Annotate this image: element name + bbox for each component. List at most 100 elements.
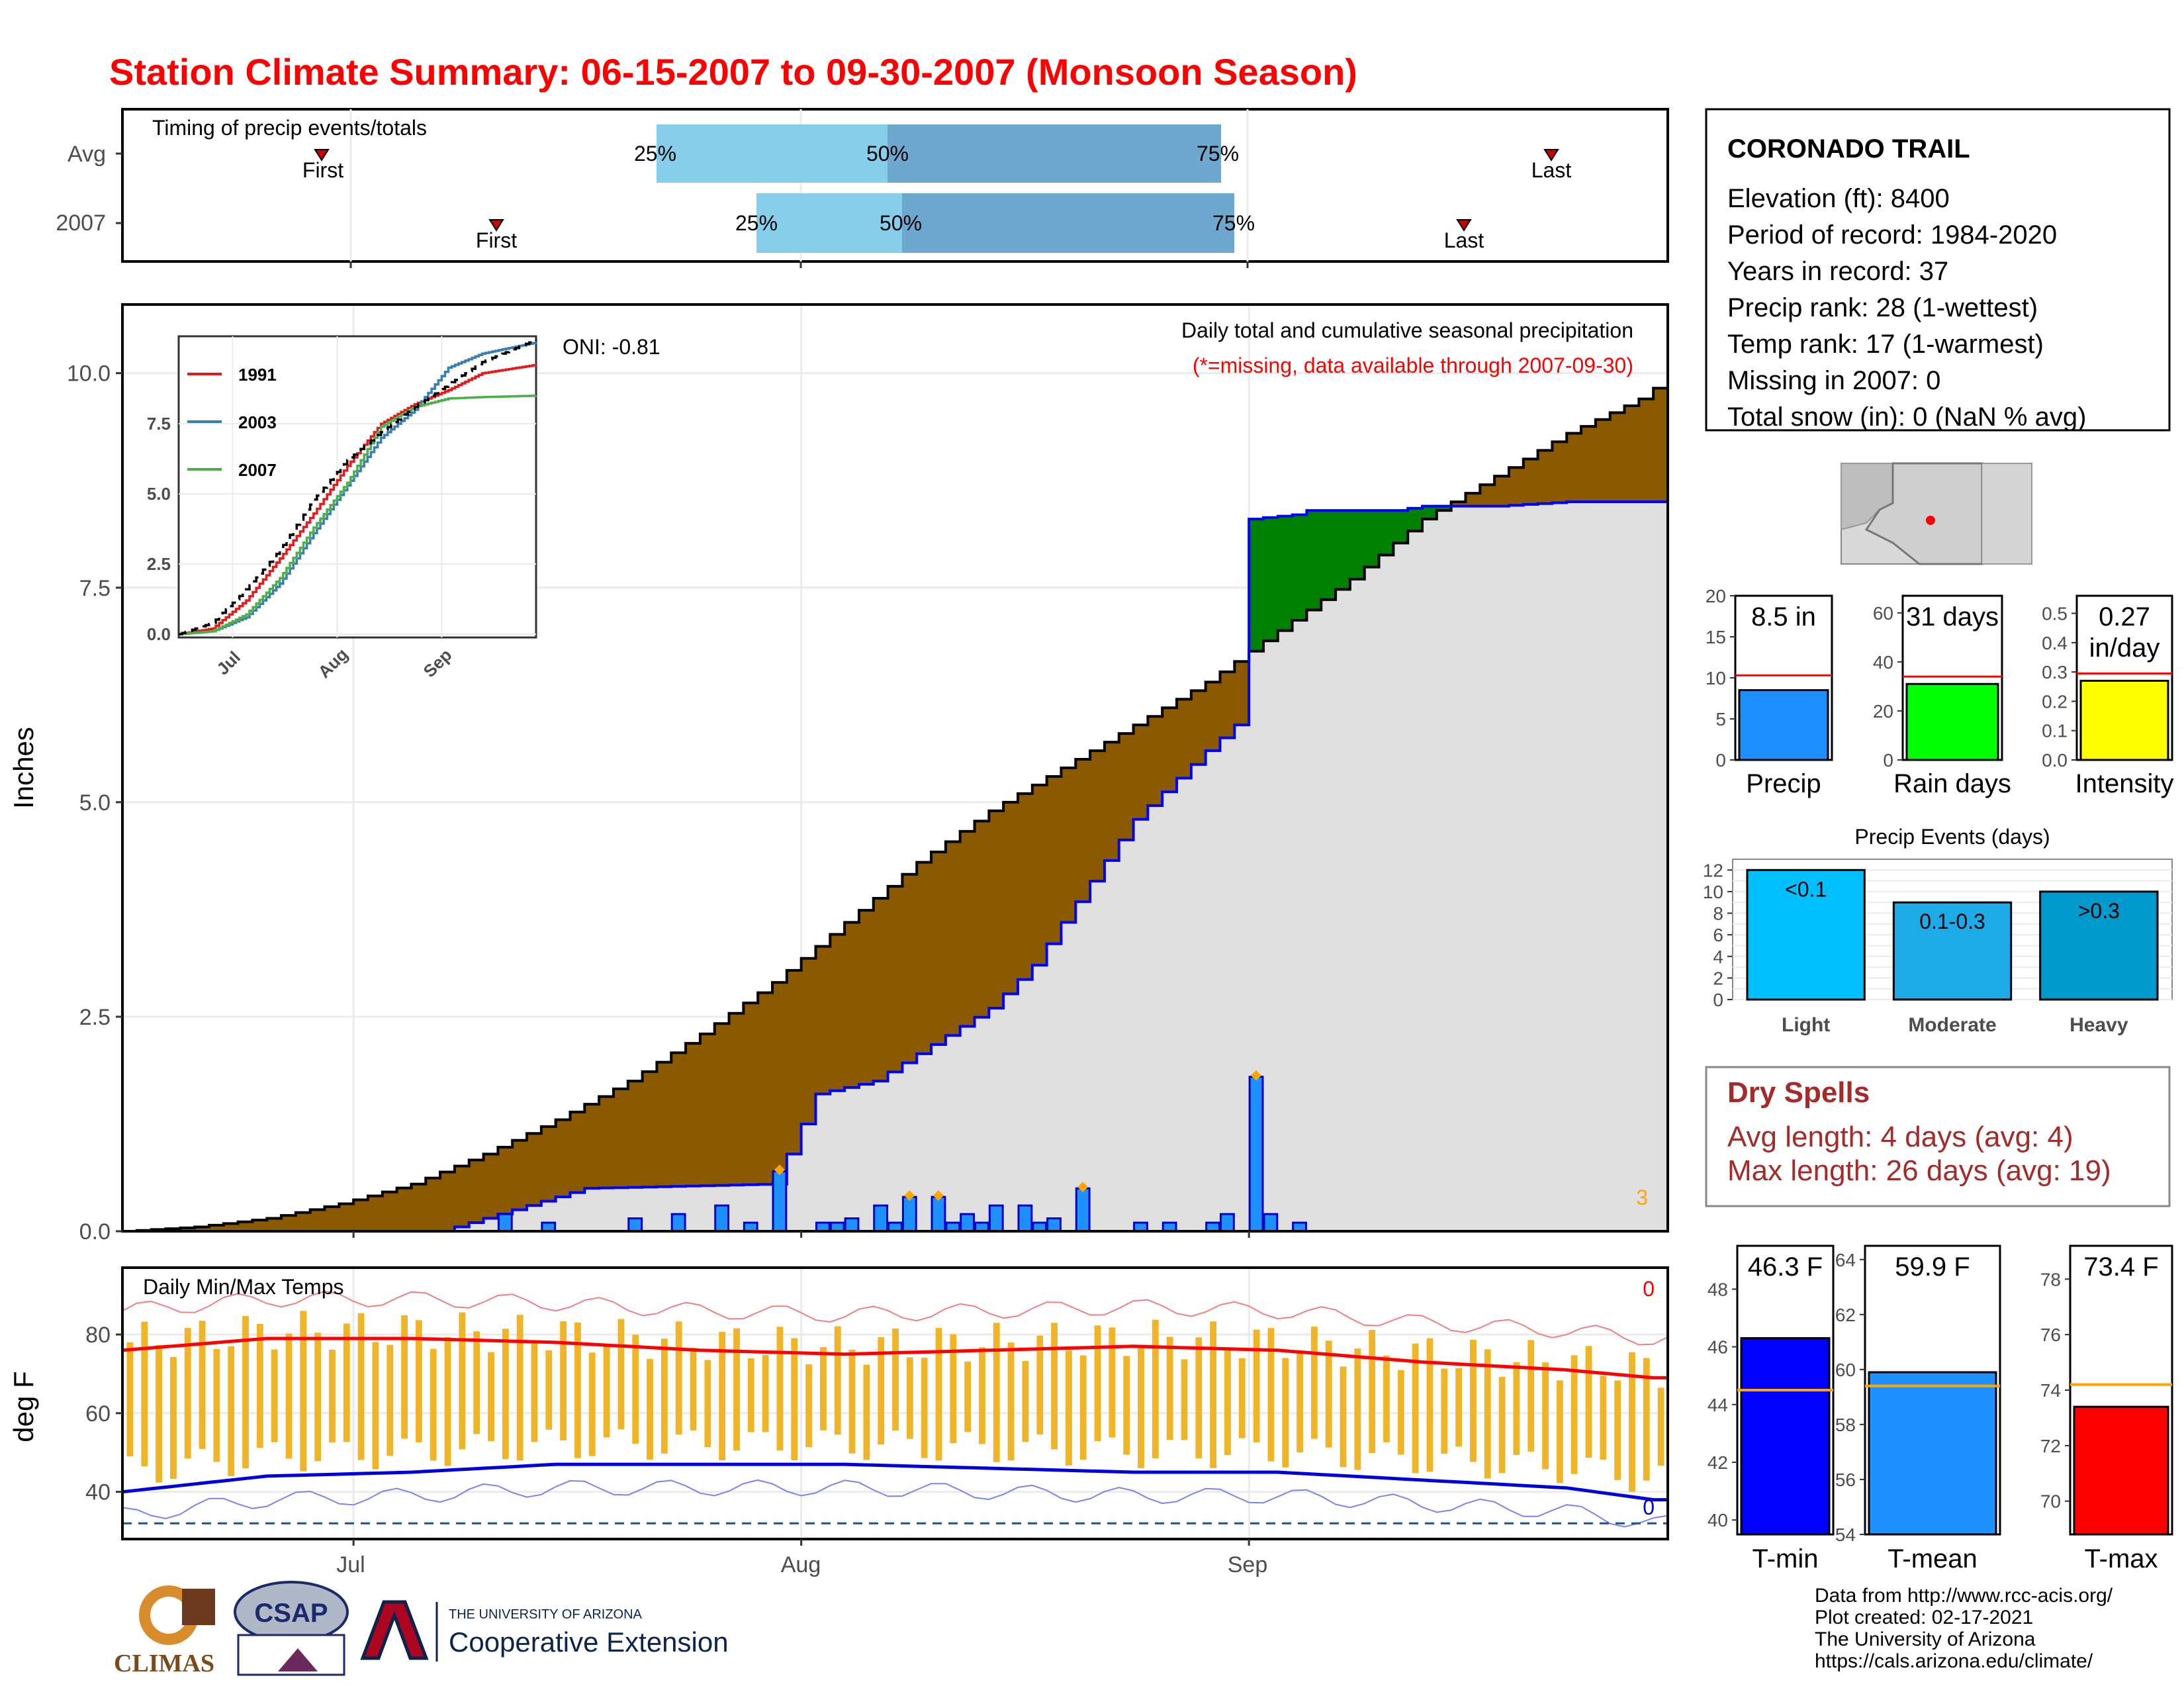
events-tick-label: 10 — [1703, 882, 1723, 902]
deficit-area — [1523, 459, 1539, 505]
temp-sum-tick-label: 58 — [1835, 1415, 1856, 1435]
station-line-2: Period of record: 1984-2020 — [1727, 220, 2057, 250]
surplus-area — [1249, 519, 1264, 651]
climas-logo-text: CLIMAS — [114, 1650, 214, 1677]
station-location-dot — [1926, 516, 1935, 525]
daily-temp-range-bar — [516, 1315, 523, 1461]
daily-temp-range-bar — [343, 1323, 350, 1442]
station-info-box: CORONADO TRAIL Elevation (ft): 8400 Peri… — [1705, 108, 2171, 432]
temp-sum-bar-2 — [2073, 1405, 2169, 1536]
timing-avg-q1-bar — [657, 124, 887, 183]
deficit-area — [527, 1133, 542, 1206]
mini-bar-tick-label: 0.0 — [2042, 750, 2068, 771]
daily-temp-range-bar — [285, 1333, 293, 1459]
temp-sum-tick-label: 56 — [1835, 1470, 1856, 1490]
daily-temp-range-bar — [979, 1347, 985, 1444]
daily-precip-bar — [772, 1170, 788, 1233]
timing-row-avg: Avg — [68, 142, 106, 167]
deficit-area — [1639, 399, 1654, 502]
temp-sum-value: 73.4 F — [2083, 1252, 2158, 1282]
deficit-area — [1061, 768, 1076, 923]
deficit-area — [339, 1203, 354, 1231]
daily-temp-range-bar — [1470, 1339, 1477, 1462]
surplus-area — [1436, 506, 1452, 511]
daily-temp-range-bar — [213, 1348, 220, 1462]
temp-sum-tick-label: 42 — [1707, 1452, 1728, 1473]
footer: CLIMAS CSAP THE UNIVERSITY OF ARIZONA Co… — [114, 1581, 2113, 1677]
temps-y-label: deg F — [8, 1371, 39, 1442]
deficit-area — [1191, 690, 1206, 765]
temp-sum-bar-0 — [1740, 1337, 1831, 1536]
daily-precip-bar — [1075, 1187, 1091, 1233]
daily-temp-range-bar — [964, 1361, 972, 1432]
daily-temp-range-bar — [170, 1357, 177, 1479]
precip-y-tick-label: 2.5 — [79, 1005, 111, 1030]
deficit-area — [902, 874, 917, 1063]
deficit-area — [815, 946, 831, 1094]
daily-temp-range-bar — [1210, 1321, 1217, 1468]
deficit-area — [180, 1227, 195, 1231]
deficit-area — [382, 1192, 398, 1231]
climas-logo: CLIMAS — [114, 1585, 215, 1677]
temp-sum-bar-1 — [1868, 1371, 1997, 1536]
station-line-7: Total snow (in): 0 (NaN % avg) — [1727, 402, 2086, 432]
deficit-area — [989, 810, 1004, 1008]
precip-marker — [774, 1164, 785, 1176]
deficit-area — [743, 1003, 758, 1185]
deficit-area — [758, 992, 773, 1185]
deficit-area — [1595, 419, 1611, 502]
daily-precip-bar — [1046, 1217, 1062, 1233]
station-line-1: Elevation (ft): 8400 — [1727, 184, 1950, 213]
deficit-area — [714, 1023, 730, 1186]
deficit-area — [1148, 716, 1163, 806]
footer-line-3: The University of Arizona — [1815, 1628, 2036, 1650]
daily-temp-range-bar — [1426, 1338, 1433, 1472]
deficit-area — [1032, 784, 1048, 966]
daily-temp-range-bar — [473, 1331, 480, 1434]
daily-temp-range-bar — [632, 1335, 639, 1444]
daily-temp-range-bar — [906, 1357, 913, 1439]
daily-temp-range-bar — [820, 1347, 827, 1430]
events-tick-label: 4 — [1713, 947, 1723, 967]
deficit-area — [931, 852, 946, 1045]
deficit-area — [1624, 405, 1639, 502]
events-bar-inner-label: 0.1-0.3 — [1919, 910, 1985, 933]
temp-sum-tick-label: 40 — [1707, 1510, 1728, 1530]
daily-temp-range-bar — [560, 1321, 567, 1441]
mini-bar-tick-label: 0 — [1715, 750, 1726, 771]
deficit-area — [454, 1166, 470, 1227]
events-bar-light — [1746, 868, 1866, 1001]
deficit-area — [1177, 699, 1192, 778]
deficit-area — [252, 1220, 267, 1231]
temp-y-tick-label: 60 — [85, 1401, 111, 1427]
daily-temp-range-bar — [531, 1342, 538, 1442]
daily-temp-range-bar — [357, 1313, 365, 1460]
daily-temp-range-bar — [1614, 1380, 1621, 1480]
deficit-area — [1465, 493, 1480, 506]
timing-avg-75: 75% — [1197, 142, 1239, 165]
mini-bar-1 — [1905, 682, 1999, 761]
deficit-area — [1118, 733, 1134, 840]
mini-bar-tick-label: 0.1 — [2042, 721, 2068, 741]
season-totals-bars: 0 5 10 15 20 8.5 in Precip 0 20 40 60 31 days Rain d… — [1706, 586, 2174, 798]
temp-sum-label: T-max — [2084, 1544, 2158, 1573]
avg-min-temp-line — [122, 1462, 1668, 1502]
deficit-area — [1581, 426, 1596, 502]
surplus-area — [1364, 510, 1380, 567]
location-map — [1841, 462, 2032, 565]
timing-panel: Timing of precip events/totals Avg 25% 5… — [56, 108, 1669, 268]
timing-row-2007: 2007 — [56, 211, 106, 236]
daily-temp-range-bar — [126, 1342, 134, 1457]
timing-label: Timing of precip events/totals — [152, 116, 427, 140]
surplus-area — [1263, 517, 1279, 641]
daily-temp-range-bar — [921, 1358, 928, 1458]
deficit-area — [367, 1196, 383, 1231]
precip-marker — [933, 1190, 944, 1201]
deficit-area — [1090, 751, 1105, 882]
daily-temp-range-bar — [1138, 1345, 1144, 1468]
footer-line-1: Data from http://www.rcc-acis.org/ — [1815, 1585, 2113, 1607]
temp-sum-tick-label: 78 — [2040, 1269, 2061, 1289]
daily-temp-range-bar — [935, 1328, 942, 1461]
